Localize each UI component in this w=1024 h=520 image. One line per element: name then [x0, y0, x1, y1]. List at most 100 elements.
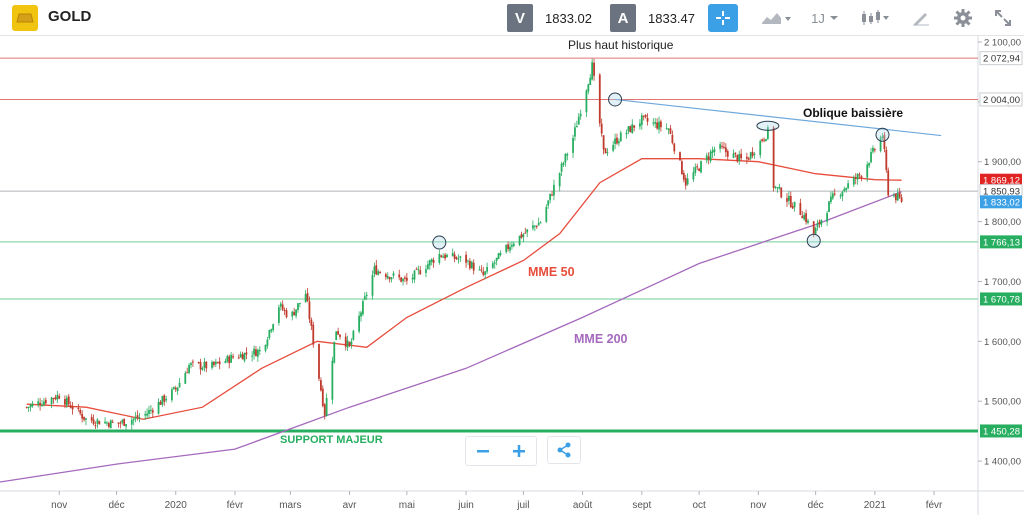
settings-button[interactable]	[950, 4, 976, 32]
candle-body	[723, 146, 725, 148]
candle-body	[898, 192, 901, 198]
candle-body	[117, 422, 120, 424]
candle-body	[602, 135, 605, 150]
candle-body	[157, 401, 160, 414]
buy-tag[interactable]: A	[610, 4, 636, 32]
price-tag: 1 450,28	[983, 426, 1020, 437]
zoom-in-button[interactable]	[502, 437, 536, 465]
candle-body	[39, 402, 42, 406]
chart-canvas[interactable]: 2 100,002 000,001 900,001 800,001 700,00…	[0, 36, 1024, 515]
price-tag: 1 766,13	[983, 237, 1020, 248]
candle-body	[52, 398, 55, 400]
candle-body	[411, 277, 414, 280]
share-button[interactable]	[547, 436, 581, 464]
candle-body	[270, 329, 273, 332]
y-tick-label: 1 400,00	[984, 457, 1021, 468]
candle-body	[575, 125, 578, 128]
candle-body	[587, 84, 590, 92]
candle-body	[67, 396, 70, 405]
candle-body	[564, 153, 567, 163]
candle-body	[791, 206, 794, 209]
candle-body	[428, 260, 431, 266]
x-tick-label: févr	[227, 500, 244, 511]
fullscreen-button[interactable]	[990, 4, 1016, 32]
candle-body	[174, 387, 177, 390]
draw-tools-button[interactable]	[908, 4, 934, 32]
price-tag-bg	[980, 292, 1022, 306]
candle-body	[199, 362, 202, 370]
zoom-controls	[465, 436, 537, 466]
candle-body	[344, 336, 347, 347]
candle-body	[894, 193, 897, 201]
candle-body	[589, 77, 592, 85]
candles-button[interactable]	[856, 4, 894, 32]
buy-price[interactable]: 1833.47	[648, 10, 695, 26]
candle-body	[765, 139, 767, 142]
candle-body	[612, 144, 615, 151]
buy-price-box[interactable]: A 1833.47	[610, 4, 708, 32]
candle-body	[465, 254, 467, 263]
candle-body	[820, 219, 823, 225]
candle-body	[673, 143, 676, 152]
candle-body	[161, 395, 164, 405]
sell-price-box[interactable]: V 1833.02	[507, 4, 605, 32]
candle-body	[572, 137, 574, 153]
candle-body	[163, 395, 166, 402]
candle-body	[331, 360, 334, 400]
candle-body	[350, 341, 353, 345]
chart-type-button[interactable]	[756, 4, 796, 32]
candle-body	[205, 361, 208, 369]
candle-body	[830, 196, 832, 202]
sell-price[interactable]: 1833.02	[545, 10, 592, 26]
candle-body	[786, 198, 788, 202]
candle-body	[320, 380, 322, 391]
candle-body	[230, 354, 233, 363]
candle-body	[283, 309, 286, 311]
candle-body	[665, 128, 668, 130]
candle-body	[384, 274, 387, 278]
candle-body	[627, 126, 630, 132]
candle-body	[119, 422, 122, 424]
candle-body	[639, 123, 641, 127]
candle-body	[535, 226, 538, 228]
candle-body	[883, 134, 886, 150]
circled-point	[806, 233, 821, 248]
candle-body	[724, 147, 727, 153]
candle-body	[807, 220, 809, 223]
candle-body	[671, 135, 674, 143]
share-icon	[557, 442, 571, 458]
candle-body	[774, 186, 777, 188]
circled-point	[756, 120, 780, 131]
zoom-out-button[interactable]	[466, 437, 500, 465]
x-tick-label: nov	[750, 500, 766, 511]
candle-body	[400, 277, 403, 282]
expand-icon	[995, 10, 1011, 26]
candle-body	[900, 197, 903, 202]
candle-body	[856, 173, 859, 180]
candle-body	[896, 193, 899, 201]
candle-body	[379, 272, 382, 274]
candle-body	[574, 127, 576, 137]
candle-body	[579, 113, 582, 117]
candle-body	[402, 278, 404, 282]
x-tick-label: nov	[51, 500, 67, 511]
sell-tag[interactable]: V	[507, 4, 533, 32]
candle-body	[509, 246, 511, 251]
candle-body	[64, 399, 66, 405]
candle-body	[707, 156, 710, 160]
candle-body	[377, 271, 380, 275]
x-tick-label: juin	[457, 500, 474, 511]
candle-body	[747, 158, 750, 160]
crosshair-icon	[716, 11, 730, 25]
candle-body	[109, 420, 112, 429]
price-chart[interactable]: 2 100,002 000,001 900,001 800,001 700,00…	[0, 36, 1024, 515]
candle-body	[453, 254, 456, 259]
candle-body	[171, 389, 173, 401]
candle-body	[816, 223, 819, 228]
candle-body	[216, 362, 219, 364]
candle-body	[392, 273, 395, 276]
crosshair-button[interactable]	[708, 4, 738, 32]
timeframe-button[interactable]: 1J	[806, 4, 844, 32]
y-tick-label: 1 600,00	[984, 337, 1021, 348]
candle-body	[763, 139, 765, 141]
